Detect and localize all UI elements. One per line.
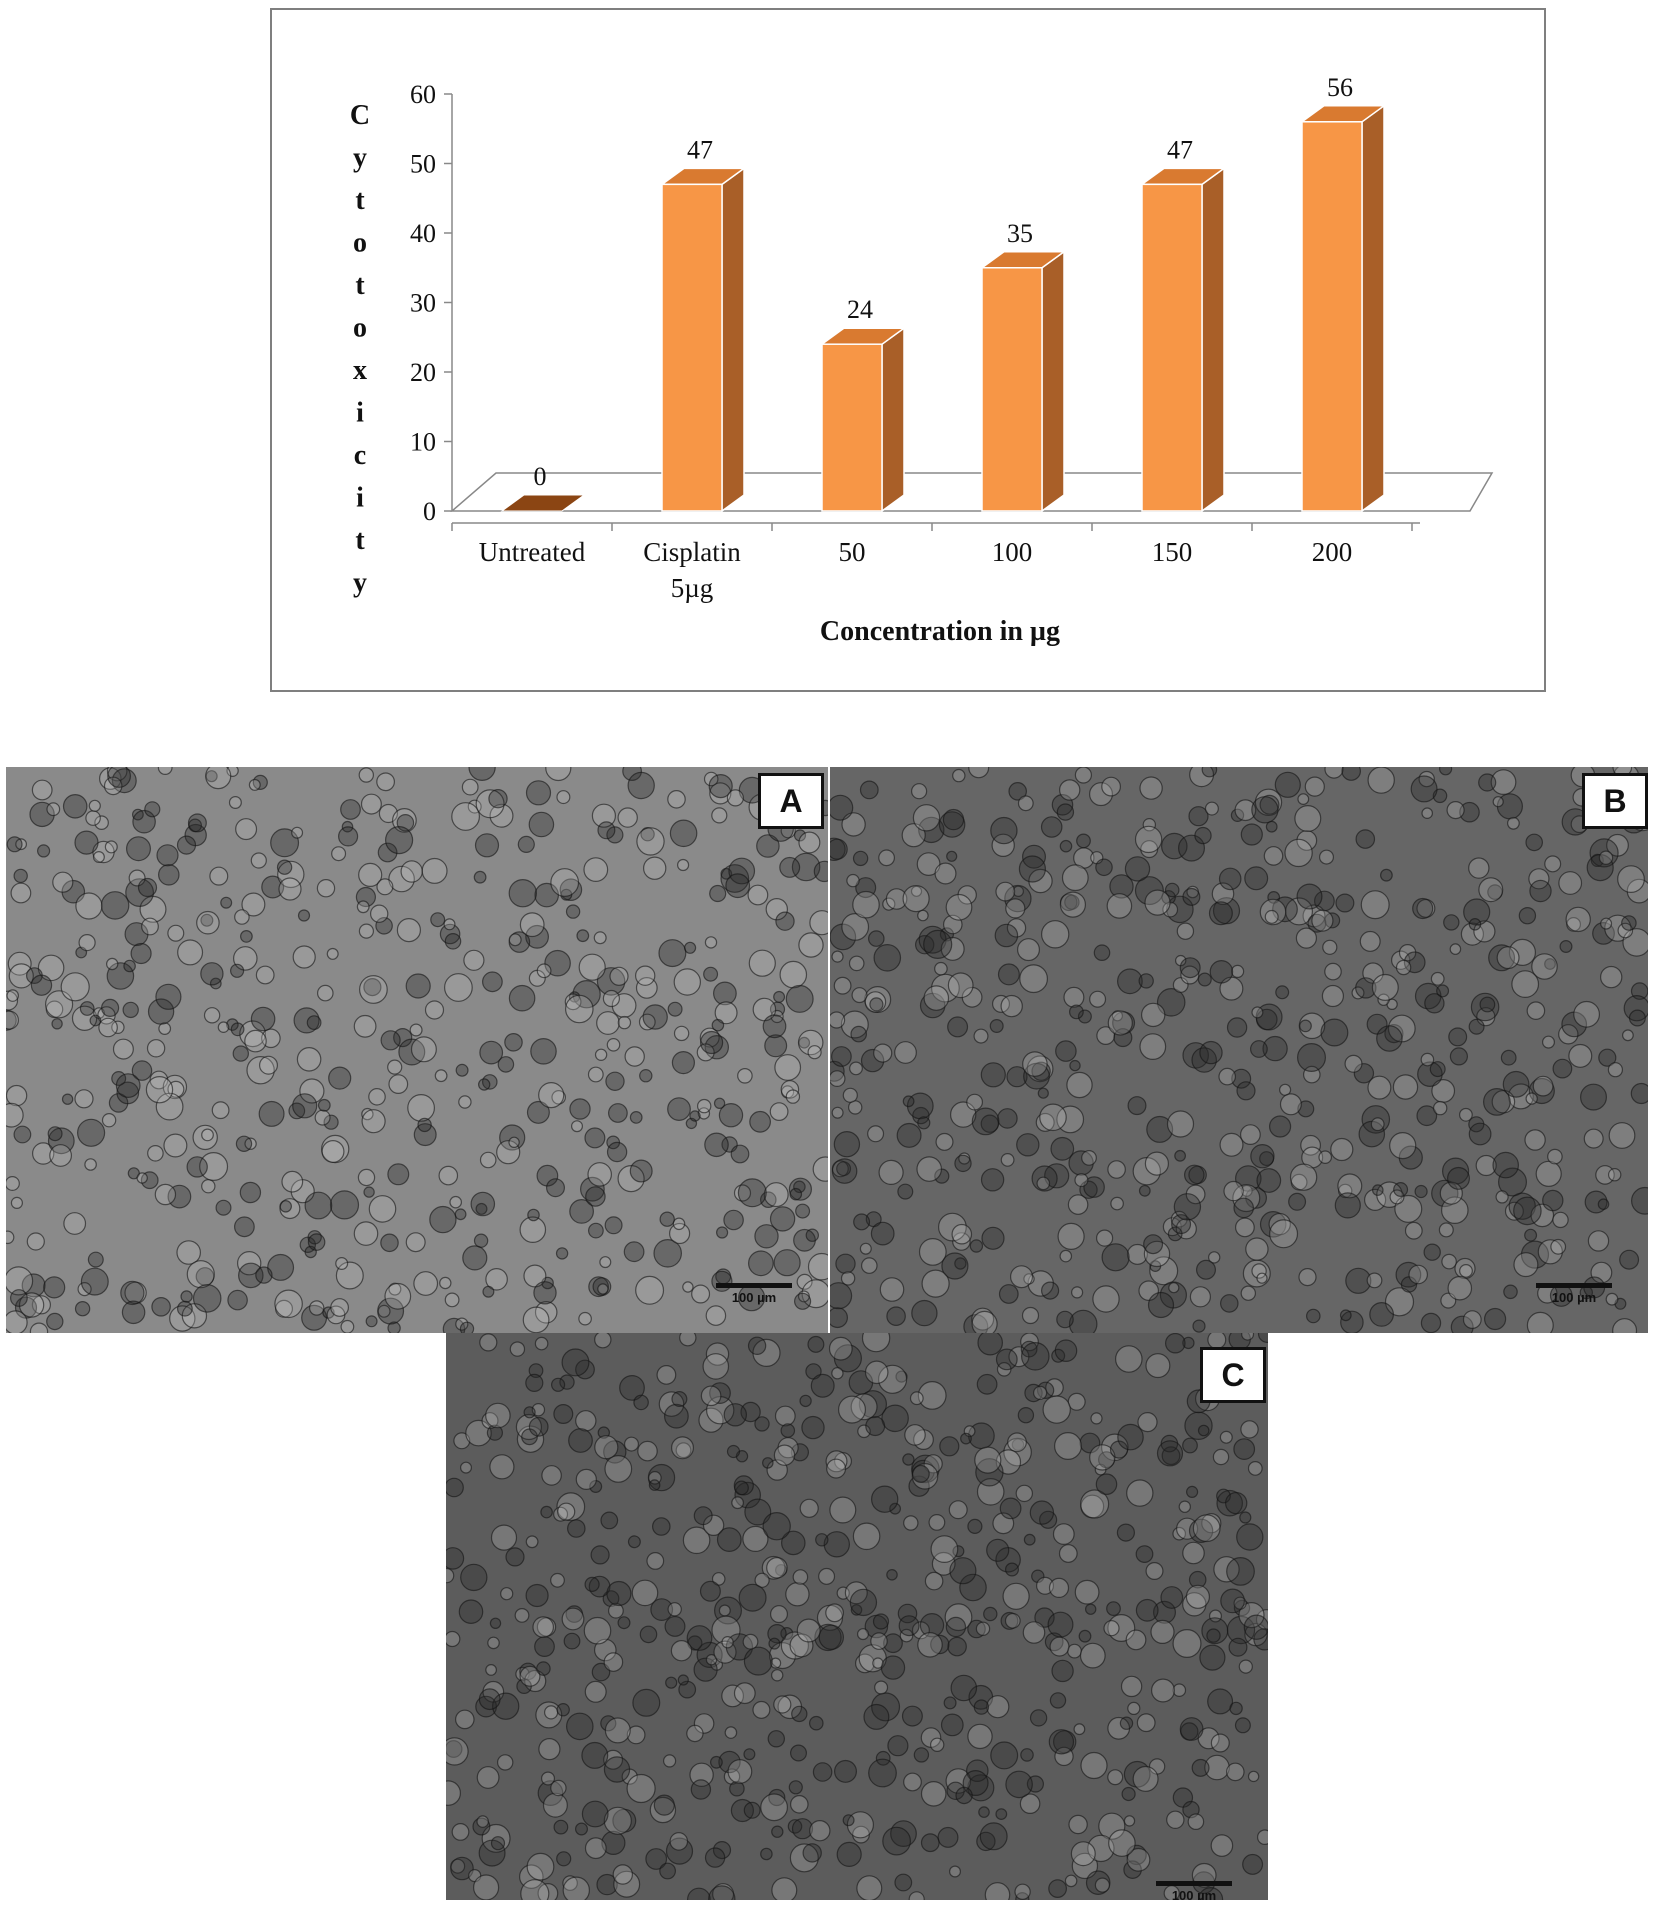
x-tick-label: 150: [1152, 537, 1193, 567]
panel-label-b: B: [1582, 773, 1648, 829]
data-label: 0: [534, 462, 547, 491]
x-tick-label: 5µg: [671, 573, 714, 603]
scale-bar-label-c: 100 µm: [1171, 1888, 1217, 1900]
micrograph-image-c: [446, 1333, 1268, 1900]
y-tick-label: 30: [410, 289, 436, 318]
y-axis-title-letter: y: [353, 143, 367, 174]
scale-bar-line-b: [1536, 1283, 1612, 1288]
y-axis-title-letter: C: [350, 100, 370, 131]
scale-bar-line-c: [1156, 1881, 1232, 1886]
panel-label-c: C: [1200, 1347, 1266, 1403]
scale-bar-a: 100 µm: [716, 1283, 792, 1307]
cell-texture: [6, 767, 828, 1333]
y-tick-label: 40: [410, 219, 436, 248]
panel-label-a: A: [758, 773, 824, 829]
bar-side: [1041, 250, 1065, 513]
data-label: 35: [1007, 219, 1033, 248]
data-label: 47: [687, 135, 713, 164]
data-label: 47: [1167, 135, 1193, 164]
x-tick-label: Cisplatin: [643, 537, 741, 567]
micrograph-background: [6, 767, 828, 1333]
scale-bar-c: 100 µm: [1156, 1881, 1232, 1900]
y-axis-title-letter: t: [355, 525, 365, 556]
cell-texture: [830, 767, 1648, 1333]
scale-bar-label-b: 100 µm: [1551, 1290, 1597, 1305]
bar-side: [721, 166, 745, 513]
bar-side: [881, 326, 905, 513]
micrograph-panel-c: C 100 µm: [446, 1333, 1268, 1900]
y-axis-title-letter: c: [354, 440, 366, 471]
bar: [1141, 183, 1203, 512]
y-tick-label: 60: [410, 80, 436, 109]
y-tick-label: 10: [410, 428, 436, 457]
micrograph-image-a: [6, 767, 828, 1333]
y-axis-title-letter: o: [353, 228, 367, 259]
x-tick-label: Untreated: [479, 537, 586, 567]
y-axis-title-letter: x: [353, 355, 367, 386]
bar: [821, 343, 883, 512]
bar-side: [1201, 166, 1225, 513]
y-axis-title-letter: y: [353, 568, 367, 599]
y-tick-label: 0: [423, 497, 436, 526]
data-label: 56: [1327, 73, 1353, 102]
y-tick-label: 50: [410, 150, 436, 179]
bar: [1301, 121, 1363, 512]
y-axis-title-letter: o: [353, 313, 367, 344]
bar-top: [500, 494, 586, 512]
chart-canvas: 0 10 20 30 40 50 60 0 Untreated 47 Cisplatin 5µg 24 5…: [350, 73, 1494, 647]
y-axis-title-letter: i: [356, 483, 364, 514]
y-axis-title-letter: i: [356, 398, 364, 429]
micrograph-panel-a: A 100 µm: [6, 767, 828, 1333]
cell-texture: [446, 1333, 1268, 1900]
cytotoxicity-chart: 0 10 20 30 40 50 60 0 Untreated 47 Cisplatin 5µg 24 5…: [270, 8, 1546, 692]
x-tick-label: 200: [1312, 537, 1353, 567]
bar: [981, 267, 1043, 512]
micrograph-image-b: [830, 767, 1648, 1333]
x-tick-label: 50: [839, 537, 866, 567]
x-axis-title: Concentration in µg: [820, 616, 1060, 647]
micrograph-background: [830, 767, 1648, 1333]
bar-side: [1361, 104, 1385, 513]
scale-bar-b: 100 µm: [1536, 1283, 1612, 1307]
scale-bar-label-a: 100 µm: [731, 1290, 777, 1305]
y-tick-label: 20: [410, 358, 436, 387]
scale-bar-line-a: [716, 1283, 792, 1288]
x-tick-label: 100: [992, 537, 1033, 567]
data-label: 24: [847, 295, 873, 324]
micrograph-panel-b: B 100 µm: [830, 767, 1648, 1333]
bar: [661, 183, 723, 512]
chart-floor: [449, 472, 1494, 512]
y-axis-title-letter: t: [355, 270, 365, 301]
y-axis-title-letter: t: [355, 185, 365, 216]
